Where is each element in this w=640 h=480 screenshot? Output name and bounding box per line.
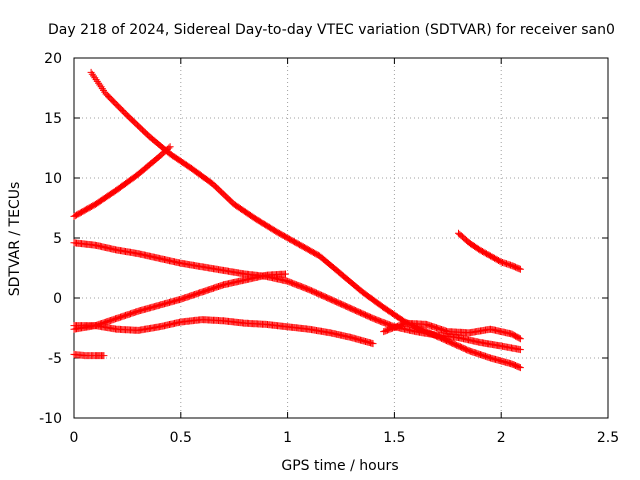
x-tick-label: 2 <box>497 430 506 446</box>
mark-layer <box>70 68 524 372</box>
grid-layer <box>74 58 608 418</box>
tick-label-layer: 0 0.5 1 1.5 2 2.5 -10 -5 0 5 10 15 20 <box>39 51 619 446</box>
x-tick-label: 2.5 <box>597 430 619 446</box>
x-tick-label: 0 <box>70 430 79 446</box>
x-axis-label: GPS time / hours <box>281 458 398 474</box>
data-point-markers <box>70 143 174 220</box>
y-tick-label: 20 <box>44 51 62 67</box>
series-sat-b <box>70 143 174 220</box>
series-sat-g <box>455 229 524 273</box>
y-tick-label: -5 <box>48 351 62 367</box>
y-tick-label: 5 <box>53 231 62 247</box>
x-tick-label: 1.5 <box>383 430 405 446</box>
data-point-markers <box>87 68 524 372</box>
y-tick-label: -10 <box>39 411 62 427</box>
series-sat-h <box>70 350 108 360</box>
y-axis-label: SDTVAR / TECUs <box>7 182 23 297</box>
y-tick-label: 0 <box>53 291 62 307</box>
axis-layer <box>73 57 609 419</box>
series-sat-c <box>70 239 524 354</box>
plot-frame <box>73 57 609 419</box>
y-tick-label: 15 <box>44 111 62 127</box>
series-sat-e <box>70 316 377 348</box>
series-sat-a <box>87 68 524 372</box>
data-point-markers <box>380 319 524 343</box>
series-sat-f <box>380 319 524 343</box>
y-tick-label: 10 <box>44 171 62 187</box>
chart-title: Day 218 of 2024, Sidereal Day-to-day VTE… <box>48 22 615 38</box>
x-tick-label: 1 <box>283 430 292 446</box>
data-point-markers <box>70 316 377 348</box>
data-point-markers <box>70 350 108 360</box>
data-point-markers <box>455 229 524 273</box>
data-point-markers <box>70 239 524 354</box>
x-tick-label: 0.5 <box>170 430 192 446</box>
